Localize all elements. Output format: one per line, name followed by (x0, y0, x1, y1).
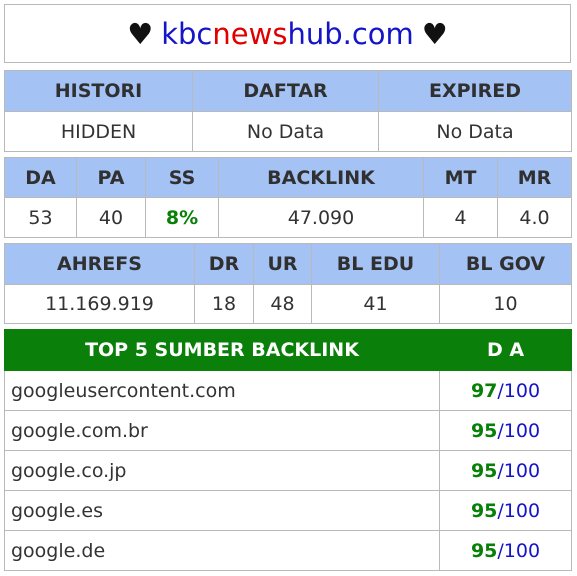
header-top5-da: D A (439, 329, 572, 371)
value-bl-edu: 41 (311, 284, 440, 324)
backlink-da-max: /100 (497, 499, 541, 522)
backlink-da: 97/100 (439, 370, 572, 411)
value-daftar: No Data (192, 111, 379, 152)
site-name-part-4: .com (342, 16, 414, 51)
table-row: google.de 95/100 (4, 530, 572, 571)
backlink-domain: googleusercontent.com (4, 370, 440, 411)
value-mt: 4 (423, 197, 498, 238)
backlink-da-score: 95 (470, 459, 498, 482)
value-mr: 4.0 (497, 197, 572, 238)
header-expired: EXPIRED (378, 70, 572, 112)
value-pa: 40 (76, 197, 146, 238)
table-row: google.com.br 95/100 (4, 410, 572, 451)
backlink-da: 95/100 (439, 450, 572, 491)
authority-metrics-table: DA PA SS BACKLINK MT MR 53 40 8% 47.090 … (4, 157, 572, 238)
header-mt: MT (423, 157, 498, 198)
header-bl-gov: BL GOV (439, 243, 572, 285)
header-backlink: BACKLINK (218, 157, 424, 198)
site-name-part-2: news (212, 16, 288, 51)
header-daftar: DAFTAR (192, 70, 379, 112)
backlink-da-score: 97 (470, 379, 498, 402)
header-da: DA (4, 157, 77, 198)
ahrefs-metrics-table: AHREFS DR UR BL EDU BL GOV 11.169.919 18… (4, 243, 572, 324)
value-histori: HIDDEN (4, 111, 193, 152)
value-dr: 18 (194, 284, 254, 324)
backlink-da: 95/100 (439, 530, 572, 571)
table-row: google.co.jp 95/100 (4, 450, 572, 491)
backlink-da: 95/100 (439, 490, 572, 531)
backlink-domain: google.de (4, 530, 440, 571)
value-ur: 48 (253, 284, 312, 324)
backlink-da-max: /100 (497, 459, 541, 482)
backlink-da-score: 95 (470, 539, 498, 562)
table-row: google.es 95/100 (4, 490, 572, 531)
header-ss: SS (145, 157, 219, 198)
site-name-part-1: kbc (161, 16, 213, 51)
header-bl-edu: BL EDU (311, 243, 440, 285)
backlink-da-max: /100 (497, 539, 541, 562)
table-row: googleusercontent.com 97/100 (4, 370, 572, 411)
backlink-da-max: /100 (497, 419, 541, 442)
backlink-da: 95/100 (439, 410, 572, 451)
domain-status-table: HISTORI DAFTAR EXPIRED HIDDEN No Data No… (4, 70, 572, 152)
heart-icon-right: ♥ (421, 16, 448, 51)
backlink-da-score: 95 (470, 499, 498, 522)
header-mr: MR (497, 157, 572, 198)
value-bl-gov: 10 (439, 284, 572, 324)
backlink-domain: google.com.br (4, 410, 440, 451)
header-ahrefs: AHREFS (4, 243, 195, 285)
value-expired: No Data (378, 111, 572, 152)
header-histori: HISTORI (4, 70, 193, 112)
backlink-domain: google.es (4, 490, 440, 531)
value-da: 53 (4, 197, 77, 238)
value-backlink: 47.090 (218, 197, 424, 238)
value-ahrefs: 11.169.919 (4, 284, 195, 324)
header-ur: UR (253, 243, 312, 285)
header-top5-sources: TOP 5 SUMBER BACKLINK (4, 329, 440, 371)
backlink-domain: google.co.jp (4, 450, 440, 491)
heart-icon-left: ♥ (127, 16, 154, 51)
value-ss: 8% (145, 197, 219, 238)
site-title-banner: ♥ kbcnewshub.com ♥ (4, 4, 571, 63)
site-name-part-3: hub (287, 16, 343, 51)
site-name: kbcnewshub.com (161, 17, 414, 51)
header-dr: DR (194, 243, 254, 285)
top-backlink-sources-table: TOP 5 SUMBER BACKLINK D A googleusercont… (4, 329, 572, 571)
backlink-da-score: 95 (470, 419, 498, 442)
backlink-da-max: /100 (497, 379, 541, 402)
header-pa: PA (76, 157, 146, 198)
